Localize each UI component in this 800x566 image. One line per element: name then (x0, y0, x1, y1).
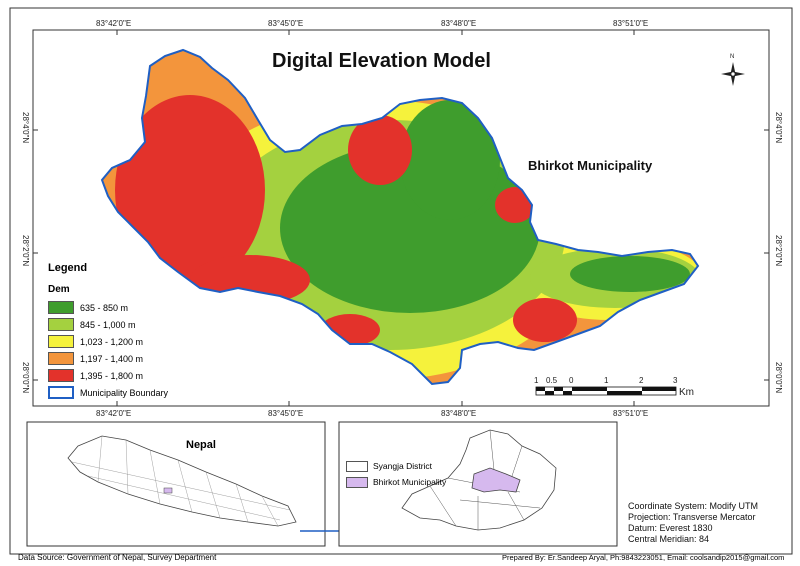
legend-class-3: 1,023 - 1,200 m (48, 333, 188, 350)
zone-high-west (115, 95, 265, 285)
nepal-outline (67, 435, 297, 527)
info-line-3: Datum: Everest 1830 (628, 523, 713, 533)
inset-legend-swatch (346, 460, 368, 472)
grid-label-bottom-3: 83°48'0"E (441, 409, 477, 418)
north-label: N (730, 54, 735, 60)
projection-info: Coordinate System: Modify UTM Projection… (628, 501, 758, 545)
legend-boundary-label: Municipality Boundary (80, 387, 169, 398)
grid-label-top-3: 83°48'0"E (441, 19, 477, 28)
legend-subtitle: Dem (48, 284, 70, 295)
outer-border (9, 7, 793, 555)
bhirkot-highlight (471, 467, 521, 493)
grid-label-right-1: 28°4'0"N (774, 112, 783, 144)
map-title: Digital Elevation Model (272, 50, 491, 72)
legend-class-label: 1,023 - 1,200 m (80, 336, 144, 347)
grid-label-top-2: 83°45'0"E (268, 19, 304, 28)
legend-title: Legend (48, 262, 88, 274)
grid-label-right-3: 28°0'0"N (774, 362, 783, 394)
data-source: Data Source: Government of Nepal, Survey… (18, 553, 217, 562)
legend-class-4: 1,197 - 1,400 m (48, 350, 188, 367)
prepared-by: Prepared By: Er.Sandeep Aryal, Ph:984322… (502, 553, 785, 562)
zone-high-north (348, 115, 412, 185)
municipality-boundary (100, 48, 700, 386)
zone-low-east (570, 256, 690, 292)
inset-legend-label: Bhirkot Municipality (373, 477, 447, 487)
grid-label-bottom-1: 83°42'0"E (96, 409, 132, 418)
grid-label-left-3: 28°0'0"N (21, 362, 30, 394)
grid-label-bottom-4: 83°51'0"E (613, 409, 649, 418)
grid-label-left-1: 28°4'0"N (21, 112, 30, 144)
legend-class-label: 1,395 - 1,800 m (80, 370, 144, 381)
legend-swatch (48, 369, 74, 382)
inset-legend-swatch (346, 476, 368, 488)
legend: Legend Dem 635 - 850 m 845 - 1,000 m 1,0… (48, 262, 188, 401)
scale-tick-2: 0.5 (546, 376, 558, 385)
north-arrow-icon (721, 62, 745, 86)
info-line-2: Projection: Transverse Mercator (628, 512, 756, 522)
zone-low-north (400, 100, 500, 220)
grid-ticks (33, 30, 769, 406)
info-line-4: Central Meridian: 84 (628, 534, 710, 544)
scale-tick-4: 1 (604, 376, 609, 385)
legend-class-2: 845 - 1,000 m (48, 316, 188, 333)
scale-tick-3: 0 (569, 376, 574, 385)
scale-bar (535, 386, 677, 396)
legend-class-label: 1,197 - 1,400 m (80, 353, 144, 364)
grid-label-left-2: 28°2'0"N (21, 235, 30, 267)
scale-unit: Km (679, 387, 694, 398)
legend-swatch (48, 318, 74, 331)
nepal-districts (71, 435, 291, 527)
scale-tick-5: 2 (639, 376, 644, 385)
legend-boundary-swatch (48, 386, 74, 399)
inset-legend-label: Syangja District (373, 461, 433, 471)
inset-legend-item-1: Syangja District (346, 458, 446, 474)
info-line-1: Coordinate System: Modify UTM (628, 501, 759, 511)
legend-class-label: 635 - 850 m (80, 302, 129, 313)
legend-swatch (48, 301, 74, 314)
legend-swatch (48, 335, 74, 348)
scale-tick-6: 3 (673, 376, 678, 385)
grid-label-right-2: 28°2'0"N (774, 235, 783, 267)
grid-label-top-4: 83°51'0"E (613, 19, 649, 28)
legend-class-5: 1,395 - 1,800 m (48, 367, 188, 384)
inset-nepal-title: Nepal (186, 439, 216, 451)
grid-label-bottom-2: 83°45'0"E (268, 409, 304, 418)
scale-tick-1: 1 (534, 376, 539, 385)
legend-class-1: 635 - 850 m (48, 299, 188, 316)
zone-high-south (513, 298, 577, 342)
inset-district-legend: Syangja District Bhirkot Municipality (346, 458, 446, 490)
municipality-name-label: Bhirkot Municipality (528, 158, 653, 173)
nepal-syangja-highlight (163, 487, 173, 494)
legend-class-label: 845 - 1,000 m (80, 319, 136, 330)
legend-boundary: Municipality Boundary (48, 384, 188, 401)
legend-swatch (48, 352, 74, 365)
inset-legend-item-2: Bhirkot Municipality (346, 474, 446, 490)
grid-label-top-1: 83°42'0"E (96, 19, 132, 28)
